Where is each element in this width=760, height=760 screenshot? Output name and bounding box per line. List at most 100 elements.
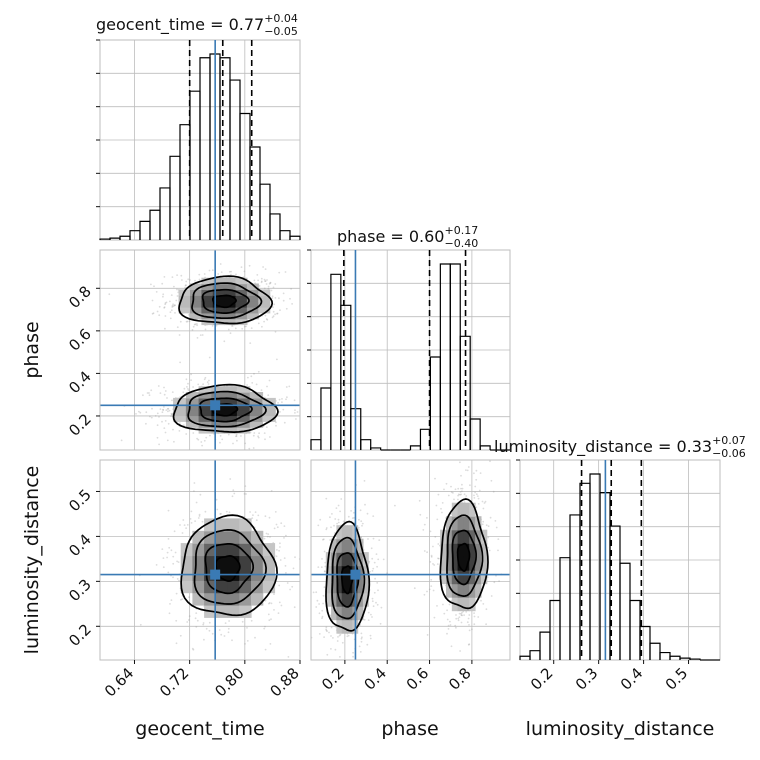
scatter-point <box>263 287 266 290</box>
scatter-point <box>185 320 188 323</box>
scatter-point <box>426 517 428 519</box>
contour-line <box>456 542 471 572</box>
scatter-point <box>282 292 285 295</box>
scatter-point <box>443 488 445 491</box>
scatter-point <box>340 498 343 500</box>
title-luminosity_distance: luminosity_distance = 0.33+0.07 −0.06 <box>494 434 746 460</box>
scatter-point <box>207 383 210 385</box>
title-phase: phase = 0.60+0.17 −0.40 <box>337 224 478 250</box>
scatter-point <box>284 271 287 273</box>
scatter-point <box>198 273 201 276</box>
scatter-point <box>173 530 176 533</box>
scatter-point <box>201 444 204 447</box>
scatter-point <box>341 641 344 644</box>
scatter-point <box>168 612 171 615</box>
scatter-point <box>360 520 363 523</box>
scatter-point <box>337 521 340 524</box>
scatter-point <box>279 546 281 548</box>
scatter-point <box>351 662 353 664</box>
scatter-point <box>361 524 363 527</box>
scatter-point <box>487 671 489 673</box>
scatter-point <box>161 411 164 414</box>
density-cell <box>215 530 229 544</box>
scatter-point <box>376 582 379 584</box>
scatter-point <box>269 643 272 645</box>
scatter-point <box>419 513 422 516</box>
scatter-point <box>179 361 182 364</box>
scatter-point <box>164 302 167 304</box>
scatter-point <box>485 608 488 611</box>
scatter-point <box>322 602 324 605</box>
y-tick-label-phase: 0.4 <box>65 368 95 398</box>
scatter-point <box>394 504 396 507</box>
scatter-point <box>346 635 349 638</box>
scatter-point <box>461 614 463 617</box>
scatter-point <box>236 439 238 442</box>
contour-line <box>211 294 237 309</box>
density-cell <box>451 502 459 517</box>
scatter-point <box>468 624 470 626</box>
scatter-point <box>256 274 259 276</box>
scatter-point <box>176 560 179 563</box>
scatter-point <box>198 513 201 516</box>
scatter-point <box>459 493 461 496</box>
scatter-point <box>474 491 476 494</box>
density-cell <box>224 312 237 320</box>
scatter-point <box>267 613 270 616</box>
hist-bar-phase <box>469 418 481 450</box>
scatter-point <box>206 381 209 384</box>
scatter-point <box>453 498 455 501</box>
scatter-point <box>171 391 174 393</box>
scatter-point <box>209 434 211 437</box>
scatter-point <box>153 285 155 288</box>
scatter-point <box>157 385 160 387</box>
density-cell <box>469 597 476 612</box>
density-cell <box>451 543 459 558</box>
scatter-point <box>360 632 363 635</box>
density-cell <box>224 283 237 290</box>
scatter-point <box>369 570 371 573</box>
scatter-point <box>158 305 161 308</box>
scatter-point <box>360 640 363 643</box>
scatter-point <box>364 503 366 506</box>
scatter-point <box>264 314 267 317</box>
scatter-point <box>266 279 268 281</box>
scatter-point <box>204 328 207 331</box>
scatter-point <box>442 603 444 606</box>
scatter-point <box>163 393 166 396</box>
scatter-point <box>374 577 376 580</box>
scatter-point <box>377 558 380 561</box>
scatter-point <box>322 594 325 597</box>
scatter-point <box>458 616 461 618</box>
scatter-point <box>164 327 166 330</box>
scatter-point <box>436 563 439 565</box>
hist-bar-geocent_time <box>269 213 281 240</box>
density-cell <box>249 392 264 399</box>
scatter-point <box>168 546 171 549</box>
scatter-point <box>305 571 307 573</box>
scatter-point <box>151 312 154 315</box>
density-cell <box>347 552 353 567</box>
scatter-point <box>235 273 237 276</box>
contour-line <box>451 529 477 586</box>
scatter-point <box>142 394 144 397</box>
scatter-point <box>369 634 372 637</box>
density-cell <box>198 386 212 393</box>
scatter-point <box>186 386 188 388</box>
scatter-point <box>174 312 176 314</box>
scatter-point <box>246 640 249 642</box>
scatter-point <box>376 565 378 568</box>
x-tick-label-geocent_time: 0.72 <box>156 664 192 700</box>
scatter-point <box>423 550 426 552</box>
density-cell <box>190 283 202 290</box>
density-cell <box>463 583 470 598</box>
panel-frame <box>310 459 511 661</box>
scatter-point <box>200 441 203 443</box>
scatter-point <box>232 489 235 492</box>
scatter-point <box>302 407 304 409</box>
scatter-point <box>334 518 337 520</box>
density-cell <box>347 619 353 634</box>
scatter-point <box>478 489 481 492</box>
scatter-point <box>211 325 214 327</box>
scatter-point <box>352 651 354 654</box>
